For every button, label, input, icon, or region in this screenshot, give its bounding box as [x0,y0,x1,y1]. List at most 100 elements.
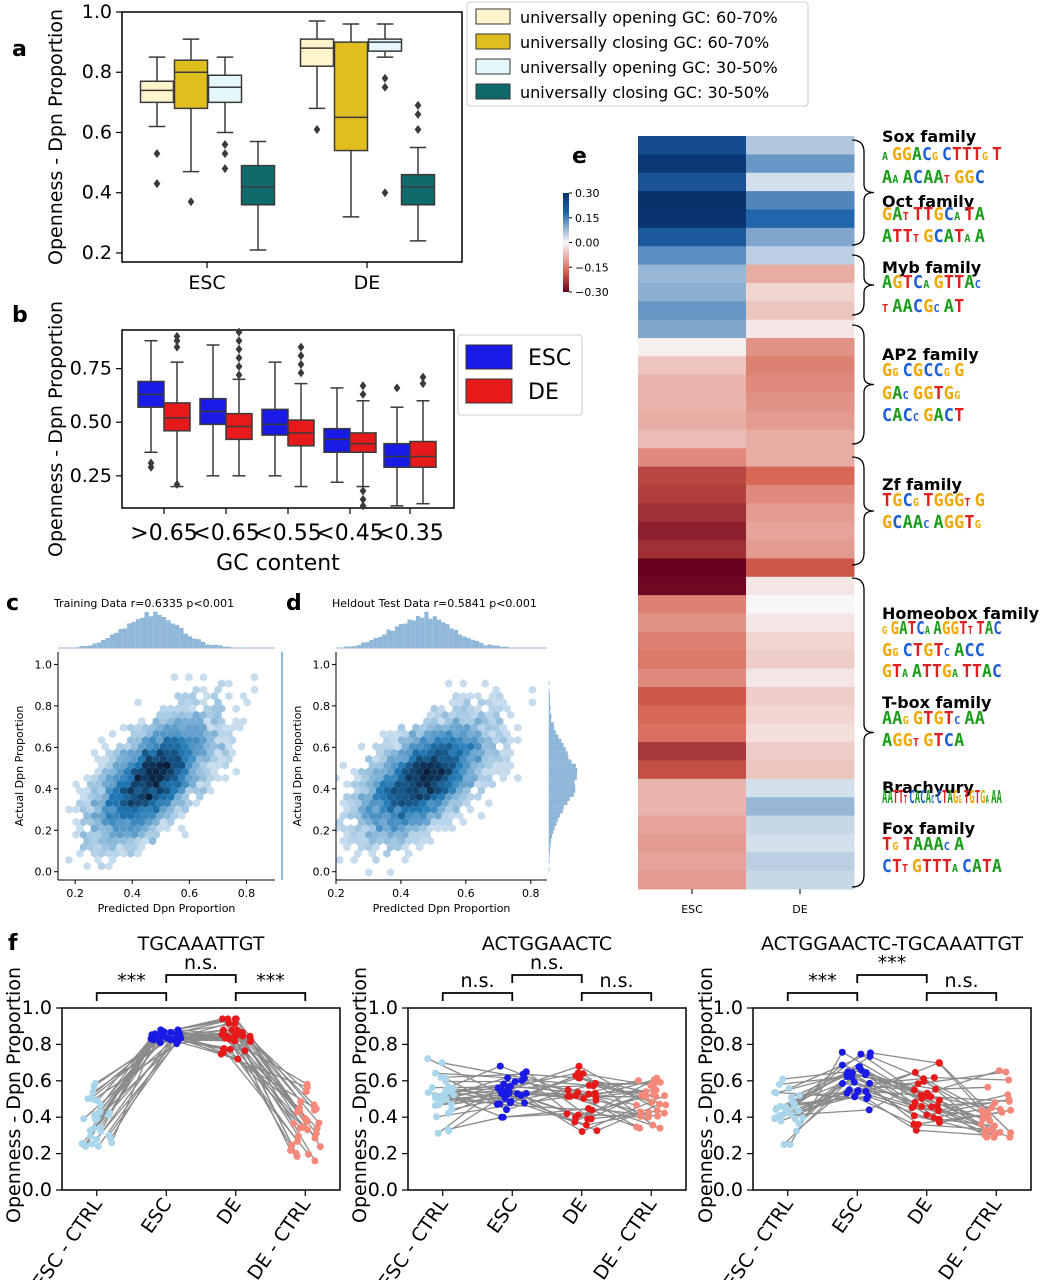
hexbin-cell [459,792,467,802]
hexbin-cell [108,805,117,814]
strip-point [656,1124,664,1132]
hexbin-cell [192,698,200,707]
hexbin-cell [98,849,106,858]
marginal-bar-y [548,759,572,764]
hexbin-cell [98,761,106,770]
strip-point [910,1086,918,1094]
hexbin-cell [379,792,387,802]
motif-letter: A [964,709,975,730]
legend-label: universally opening GC: 30-50% [520,58,778,77]
marginal-bar-y [548,709,551,714]
y-tick-label: 0.2 [713,1143,743,1165]
marginal-bar-x [365,642,370,649]
hexbin-cell [116,780,124,789]
strip-point [650,1086,658,1094]
motif-letter: G [934,205,944,226]
significance-bracket [165,974,237,983]
hexbin-cell [452,792,460,802]
hexbin-cell [119,773,128,783]
strip-point [315,1119,323,1127]
hexbin-cell [225,742,233,751]
hexbin-cell [170,799,178,808]
y-tick-label: 0.6 [35,741,53,754]
heatmap-column-label: DE [792,903,807,916]
hexbin-cell [83,786,91,795]
hexbin-cell [405,799,413,808]
hexbin-cell [507,710,515,720]
hexbin-cell [250,673,259,682]
hexbin-cell [390,836,398,846]
hexbin-cell [108,817,117,827]
strip-point [634,1077,642,1085]
motif-letter: G [958,794,961,807]
hexbin-cell [354,849,362,858]
motif-letter: G [923,731,933,752]
hexbin-cell [123,780,131,789]
strip-point [219,1045,227,1053]
hexbin-cell [185,786,193,795]
motif-letter: C [944,205,954,226]
hexbin-cell [218,742,226,751]
hexbin-cell [437,717,446,726]
motif-letter: A [934,513,945,534]
heatmap-cell [638,852,747,872]
pair-line [785,1066,982,1125]
hexbin-cell [170,673,178,682]
hexbin-cell [390,811,398,820]
x-tick-label: 0.6 [457,887,475,900]
significance-bracket [580,992,653,1001]
box-outlier [221,164,229,174]
family-label: AP2 family [882,345,979,364]
hexbin-cell [207,736,215,745]
hexbin-cell [119,799,128,808]
hexbin-cell [199,723,208,732]
hexbin-cell [101,830,109,839]
strip-point [246,1032,254,1040]
strip-point [786,1141,794,1148]
heatmap-cell [746,484,855,504]
pair-line [100,1035,310,1155]
box-outlier [393,383,401,393]
hexbin-cell [138,792,146,802]
hexbin-cell [401,817,409,827]
hexbin-cell [361,786,369,795]
strip-point [935,1096,943,1104]
hexbin-cell [412,824,420,833]
hexbin-cell [405,748,413,757]
hexbin-cell [188,742,197,751]
strip-point [424,1088,432,1096]
hexbin-cell [423,805,431,814]
marginal-bar-x [479,642,484,649]
hexbin-cell [477,786,486,795]
strip-point [316,1143,324,1151]
marginal-bar-x [96,642,101,649]
box-outlier [297,342,305,352]
hexbin-cell [343,830,351,839]
hexbin-cell [456,698,464,707]
motif-letter: A [882,151,889,164]
hexbin-cell [419,748,427,757]
strip-point [655,1100,663,1108]
family-bracket [851,577,875,888]
heatmap-cell [746,154,855,174]
strip-point [219,1015,227,1023]
hexbin-cell [448,723,456,732]
pair-line [108,1037,305,1136]
hexbin-cell [434,786,442,795]
hexbin-cell [492,736,500,745]
motif-letter: G [913,496,919,509]
hexbin-cell [474,704,482,713]
hexbin-cell [130,843,138,852]
hexbin-cell [178,786,186,795]
hexbin-cell [167,717,175,726]
hexbin-cell [365,754,373,764]
hexbin-cell [448,773,456,783]
strip-point [977,1120,985,1128]
motif-letter: G [934,491,944,512]
hexbin-cell [350,805,358,814]
motif-letter: T [923,491,933,512]
strip-point [988,1103,996,1111]
marginal-bar-y [548,751,568,756]
hexbin-cell [207,761,215,770]
